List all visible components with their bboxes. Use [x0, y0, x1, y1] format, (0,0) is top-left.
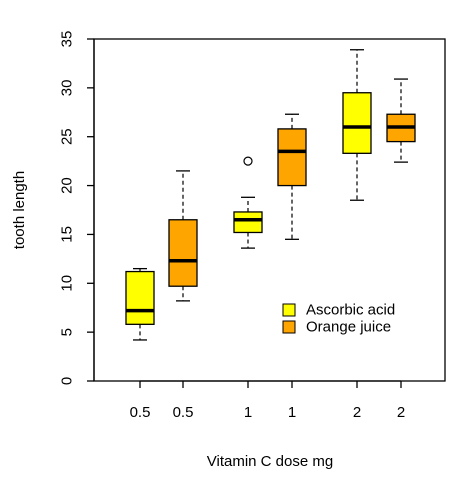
y-tick-label: 10 [59, 275, 76, 292]
y-tick-label: 15 [59, 226, 76, 243]
legend-swatch [282, 303, 296, 317]
iqr-box [277, 128, 307, 187]
box-group [125, 49, 416, 341]
iqr-box [233, 211, 263, 234]
y-axis: 0 5 10 15 20 25 30 35 [59, 31, 95, 385]
outlier-point [243, 156, 253, 166]
y-tick-label: 0 [59, 377, 76, 385]
x-axis: 0.5 0.5 1 1 2 2 [130, 380, 405, 421]
x-tick-label: 1 [244, 404, 252, 421]
y-axis-label: tooth length [11, 171, 28, 249]
box-3 [233, 156, 263, 249]
x-tick-label: 1 [288, 404, 296, 421]
y-tick-label: 35 [59, 31, 76, 48]
x-tick-label: 2 [353, 404, 361, 421]
iqr-box [168, 219, 198, 287]
y-tick-label: 20 [59, 177, 76, 194]
y-tick-label: 25 [59, 128, 76, 145]
y-tick-label: 5 [59, 328, 76, 336]
x-tick-label: 2 [397, 404, 405, 421]
legend-label: Orange juice [306, 319, 391, 336]
box-6 [386, 78, 416, 163]
box-5 [342, 49, 372, 201]
legend-label: Ascorbic acid [306, 302, 395, 319]
legend-swatch [282, 320, 296, 334]
x-axis-label: Vitamin C dose mg [207, 453, 333, 470]
box-1 [125, 267, 155, 341]
iqr-box [125, 270, 155, 325]
iqr-box [342, 92, 372, 154]
x-tick-label: 0.5 [173, 404, 194, 421]
box-2 [168, 170, 198, 302]
x-tick-label: 0.5 [130, 404, 151, 421]
y-tick-label: 30 [59, 80, 76, 97]
plot-frame [93, 38, 446, 382]
box-4 [277, 113, 307, 240]
